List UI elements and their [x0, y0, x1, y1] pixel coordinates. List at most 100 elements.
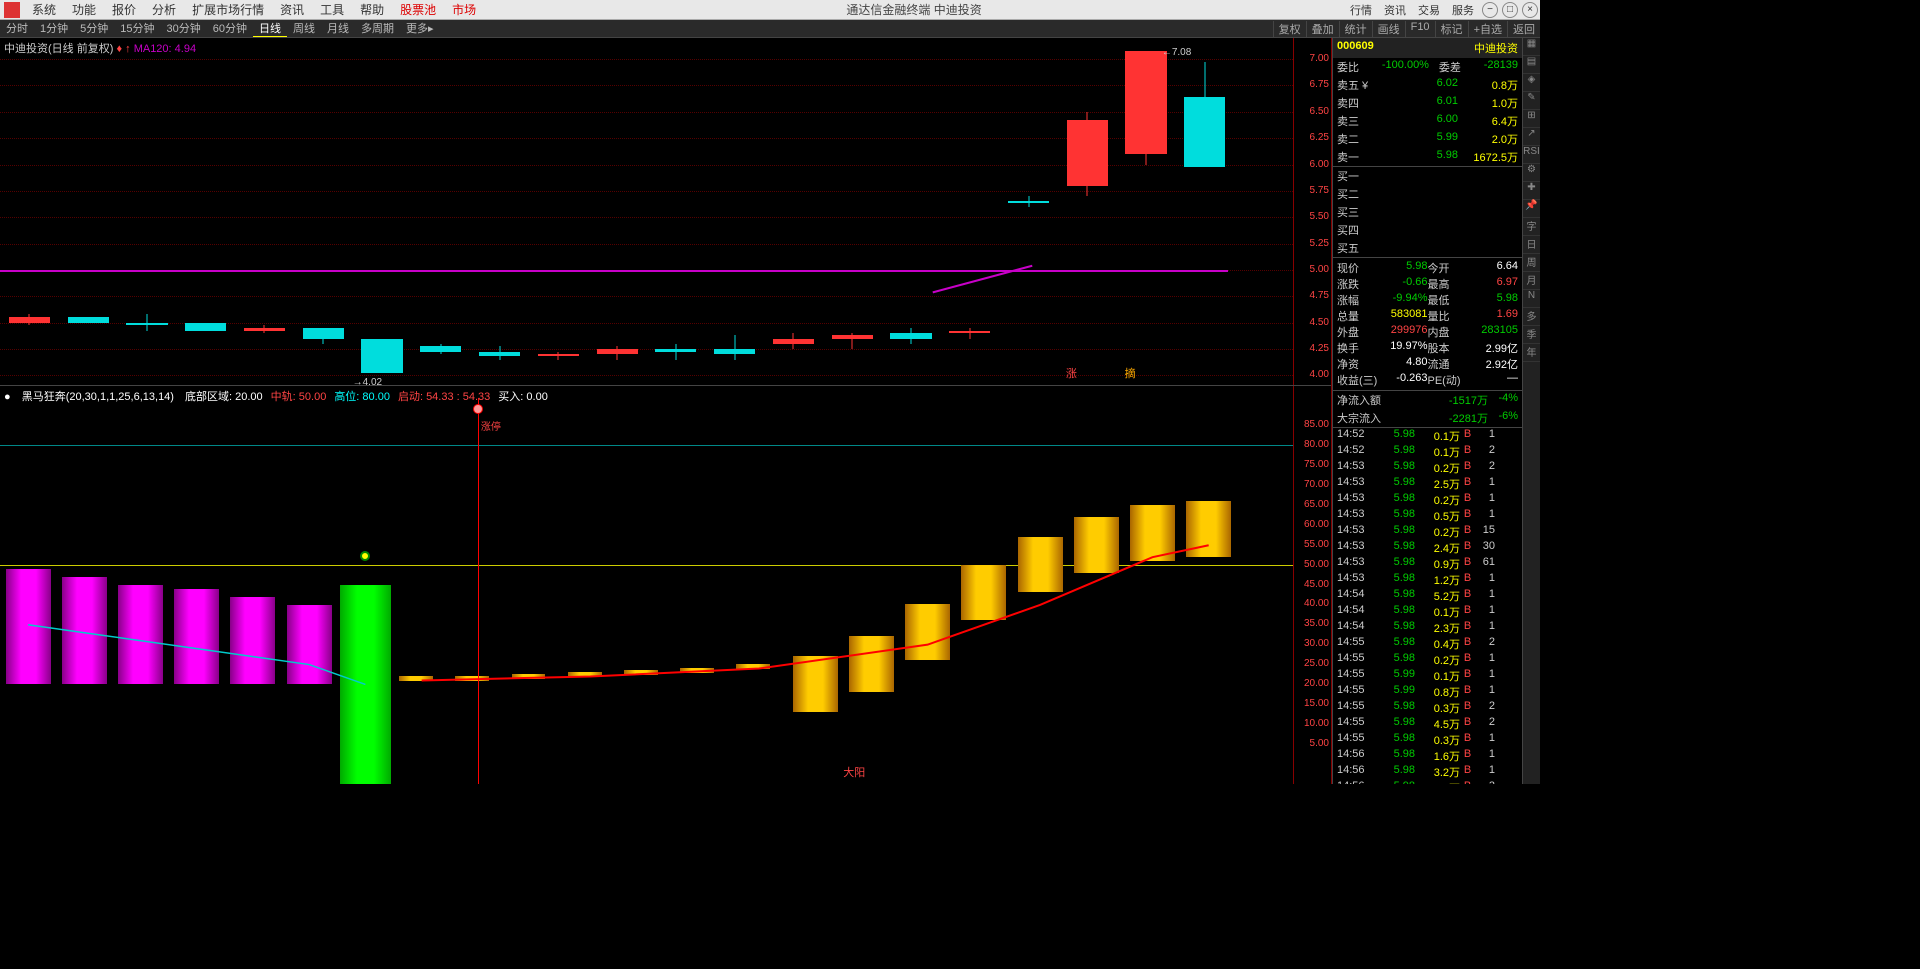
tick-row: 14:535.982.5万B1 [1333, 476, 1522, 492]
menu-item[interactable]: 系统 [24, 1, 64, 18]
bid-row: 买五 [1333, 239, 1522, 257]
timeframe-tab[interactable]: 5分钟 [74, 20, 114, 37]
menu-item[interactable]: 股票池 [392, 1, 444, 18]
tick-row: 14:555.980.2万B1 [1333, 652, 1522, 668]
stock-name: 中迪投资 [1474, 40, 1518, 56]
sidetool-button[interactable]: ⚙ [1523, 164, 1540, 182]
toolbar-button[interactable]: 叠加 [1306, 21, 1339, 37]
toolbar-button[interactable]: +自选 [1468, 21, 1507, 37]
bid-row: 买三 [1333, 203, 1522, 221]
timeframe-bar: 分时1分钟5分钟15分钟30分钟60分钟日线周线月线多周期更多▸ 复权叠加统计画… [0, 20, 1540, 38]
close-button[interactable]: × [1522, 2, 1538, 18]
menu-item[interactable]: 帮助 [352, 1, 392, 18]
timeframe-tab[interactable]: 月线 [321, 20, 355, 37]
toolbar-button[interactable]: 画线 [1372, 21, 1405, 37]
tick-row: 14:535.980.5万B1 [1333, 508, 1522, 524]
maximize-button[interactable]: □ [1502, 2, 1518, 18]
indicator-yaxis: 85.0080.0075.0070.0065.0060.0055.0050.00… [1293, 386, 1331, 784]
minimize-button[interactable]: − [1482, 2, 1498, 18]
menu-item[interactable]: 服务 [1446, 2, 1480, 18]
ask-row: 卖四6.011.0万 [1333, 94, 1522, 112]
flow-row: 净流入额-1517万-4% [1333, 391, 1522, 409]
stock-header: 000609 中迪投资 [1333, 38, 1522, 58]
indicator-label: ● 黑马狂奔(20,30,1,1,25,6,13,14) 底部区域: 20.00… [4, 388, 564, 404]
side-toolbar: ▦▤◈✎⊞↗RSI⚙✚📌字日周月N多季年 [1522, 38, 1540, 784]
sidetool-button[interactable]: N [1523, 290, 1540, 308]
sidetool-button[interactable]: ▤ [1523, 56, 1540, 74]
toolbar-button[interactable]: F10 [1405, 21, 1435, 37]
stat-row: 涨幅-9.94%最低5.98 [1333, 292, 1522, 308]
menu-item[interactable]: 交易 [1412, 2, 1446, 18]
stat-row: 净资4.80流通2.92亿 [1333, 356, 1522, 372]
sidetool-button[interactable]: 月 [1523, 272, 1540, 290]
ask-row: 卖三6.006.4万 [1333, 112, 1522, 130]
stock-stats: 现价5.98今开6.64涨跌-0.66最高6.97涨幅-9.94%最低5.98总… [1333, 257, 1522, 391]
timeframe-tab[interactable]: 30分钟 [161, 20, 207, 37]
sidetool-button[interactable]: 字 [1523, 218, 1540, 236]
tick-row: 14:535.980.2万B2 [1333, 460, 1522, 476]
tick-row: 14:545.985.2万B1 [1333, 588, 1522, 604]
stat-row: 外盘299976内盘283105 [1333, 324, 1522, 340]
indicator-chart[interactable]: ● 黑马狂奔(20,30,1,1,25,6,13,14) 底部区域: 20.00… [0, 386, 1331, 784]
sidetool-button[interactable]: 日 [1523, 236, 1540, 254]
sidetool-button[interactable]: ✚ [1523, 182, 1540, 200]
stock-code: 000609 [1337, 40, 1374, 56]
sidetool-button[interactable]: RSI [1523, 146, 1540, 164]
stat-row: 总量583081量比1.69 [1333, 308, 1522, 324]
menu-item[interactable]: 资讯 [1378, 2, 1412, 18]
titlebar: 系统功能报价分析扩展市场行情资讯工具帮助股票池市场 通达信金融终端 中迪投资 行… [0, 0, 1540, 20]
bid-levels: 买一买二买三买四买五 [1333, 166, 1522, 257]
toolbar-button[interactable]: 标记 [1435, 21, 1468, 37]
bid-row: 买四 [1333, 221, 1522, 239]
right-menu: 行情资讯交易服务 [1344, 2, 1480, 18]
timeframe-tab[interactable]: 分时 [0, 20, 34, 37]
sidetool-button[interactable]: ↗ [1523, 128, 1540, 146]
toolbar-button[interactable]: 统计 [1339, 21, 1372, 37]
tick-row: 14:535.980.2万B15 [1333, 524, 1522, 540]
menu-item[interactable]: 市场 [444, 1, 484, 18]
tick-row: 14:555.990.1万B1 [1333, 668, 1522, 684]
toolbar-button[interactable]: 复权 [1273, 21, 1306, 37]
tick-row: 14:565.983.2万B1 [1333, 764, 1522, 780]
timeframe-tab[interactable]: 日线 [253, 20, 287, 37]
sidetool-button[interactable]: 年 [1523, 344, 1540, 362]
menu-item[interactable]: 行情 [1344, 2, 1378, 18]
timeframe-tab[interactable]: 60分钟 [207, 20, 253, 37]
main-menu: 系统功能报价分析扩展市场行情资讯工具帮助股票池市场 [24, 1, 484, 18]
kline-chart[interactable]: 中迪投资(日线 前复权) ♦ ↑ MA120: 4.94 7.006.756.5… [0, 38, 1331, 386]
timeframe-tab[interactable]: 周线 [287, 20, 321, 37]
tick-row: 14:565.981.6万B1 [1333, 748, 1522, 764]
stat-row: 收益(三)-0.263PE(动)— [1333, 372, 1522, 388]
tick-row: 14:535.982.4万B30 [1333, 540, 1522, 556]
timeframe-tab[interactable]: 15分钟 [114, 20, 160, 37]
sidetool-button[interactable]: 周 [1523, 254, 1540, 272]
menu-item[interactable]: 报价 [104, 1, 144, 18]
sidetool-button[interactable]: ▦ [1523, 38, 1540, 56]
timeframe-tab[interactable]: 1分钟 [34, 20, 74, 37]
toolbar-button[interactable]: 返回 [1507, 21, 1540, 37]
menu-item[interactable]: 工具 [312, 1, 352, 18]
chart-area: 中迪投资(日线 前复权) ♦ ↑ MA120: 4.94 7.006.756.5… [0, 38, 1332, 784]
menu-item[interactable]: 扩展市场行情 [184, 1, 272, 18]
sidetool-button[interactable]: 季 [1523, 326, 1540, 344]
bid-row: 买二 [1333, 185, 1522, 203]
tick-row: 14:555.984.5万B2 [1333, 716, 1522, 732]
sidetool-button[interactable]: ✎ [1523, 92, 1540, 110]
tick-list[interactable]: 14:525.980.1万B114:525.980.1万B214:535.980… [1333, 428, 1522, 784]
sidetool-button[interactable]: 多 [1523, 308, 1540, 326]
ask-row: 卖一5.981672.5万 [1333, 148, 1522, 166]
app-icon [4, 2, 20, 18]
tick-row: 14:535.980.9万B61 [1333, 556, 1522, 572]
flow-row: 大宗流入-2281万-6% [1333, 409, 1522, 427]
menu-item[interactable]: 功能 [64, 1, 104, 18]
timeframe-tab[interactable]: 多周期 [355, 20, 400, 37]
sidetool-button[interactable]: ⊞ [1523, 110, 1540, 128]
kline-yaxis: 7.006.756.506.256.005.755.505.255.004.75… [1293, 38, 1331, 385]
menu-item[interactable]: 分析 [144, 1, 184, 18]
sidetool-button[interactable]: 📌 [1523, 200, 1540, 218]
tick-row: 14:535.980.2万B1 [1333, 492, 1522, 508]
tick-row: 14:565.981.0万B3 [1333, 780, 1522, 784]
timeframe-tab[interactable]: 更多▸ [400, 20, 440, 37]
sidetool-button[interactable]: ◈ [1523, 74, 1540, 92]
menu-item[interactable]: 资讯 [272, 1, 312, 18]
